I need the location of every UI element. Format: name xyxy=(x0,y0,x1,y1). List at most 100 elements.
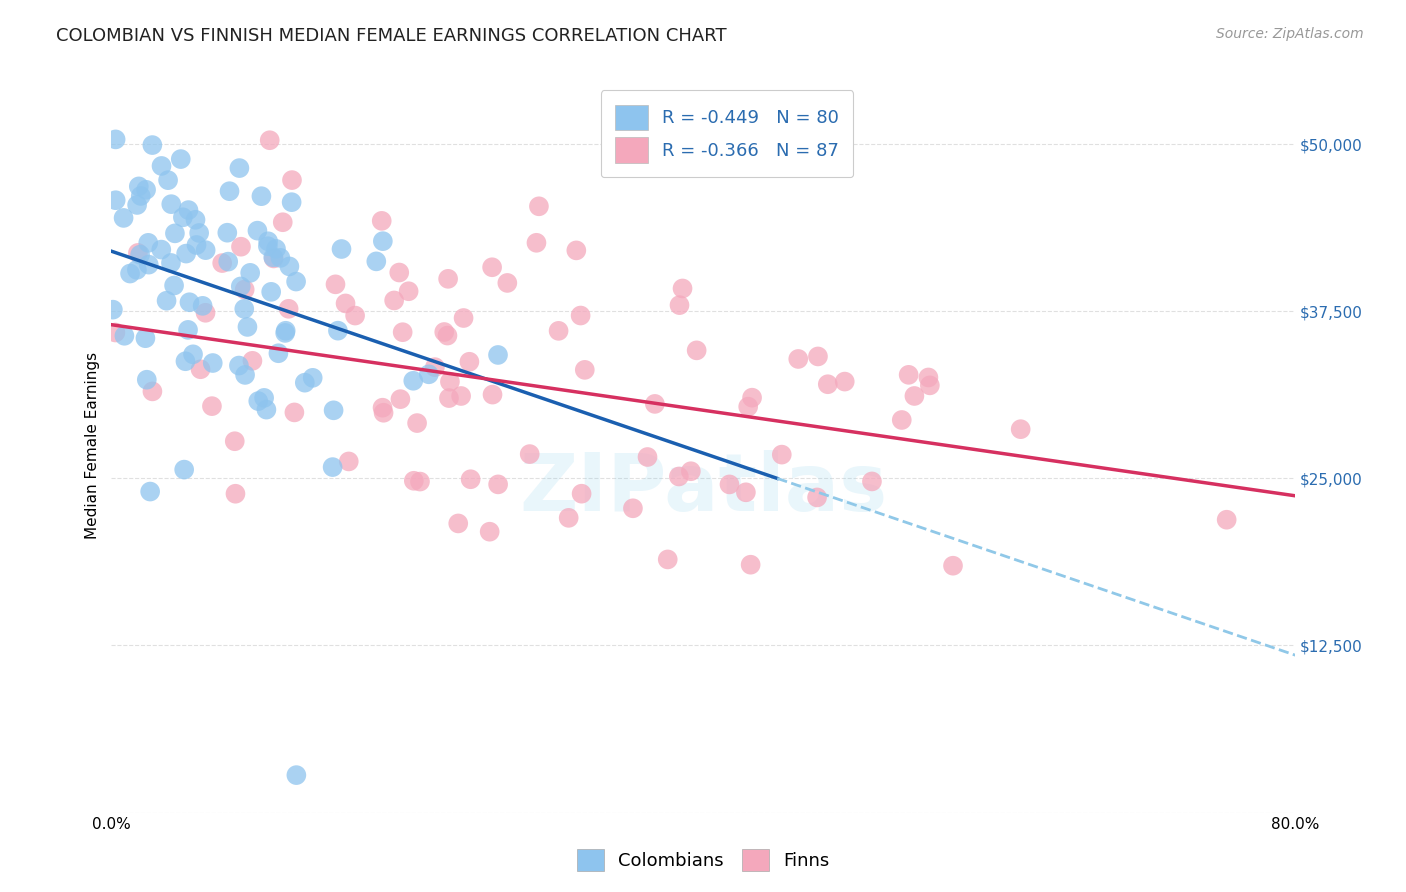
Point xyxy=(224,434,246,449)
Point xyxy=(388,266,411,280)
Point xyxy=(458,355,481,369)
Point xyxy=(565,244,588,258)
Point xyxy=(294,376,316,390)
Point xyxy=(201,356,224,370)
Point xyxy=(433,325,456,339)
Point xyxy=(741,391,763,405)
Point xyxy=(486,348,509,362)
Point xyxy=(254,402,277,417)
Point xyxy=(194,243,217,257)
Point xyxy=(127,198,149,212)
Point xyxy=(557,511,579,525)
Point xyxy=(285,275,308,289)
Point xyxy=(337,454,360,468)
Point xyxy=(326,324,349,338)
Point xyxy=(259,133,281,147)
Point xyxy=(685,343,707,358)
Point xyxy=(186,238,208,252)
Point xyxy=(322,460,344,475)
Point xyxy=(285,768,308,782)
Point xyxy=(418,368,440,382)
Point xyxy=(177,323,200,337)
Point xyxy=(436,328,458,343)
Point xyxy=(228,359,250,373)
Point xyxy=(181,347,204,361)
Point xyxy=(173,462,195,476)
Point xyxy=(1215,513,1237,527)
Point xyxy=(264,242,287,256)
Point xyxy=(486,477,509,491)
Point xyxy=(735,485,758,500)
Point xyxy=(942,558,965,573)
Point xyxy=(574,363,596,377)
Point xyxy=(253,391,276,405)
Point xyxy=(740,558,762,572)
Point xyxy=(807,350,830,364)
Point xyxy=(668,469,690,483)
Point xyxy=(637,450,659,464)
Point xyxy=(233,368,256,382)
Point xyxy=(118,267,141,281)
Point xyxy=(371,401,394,415)
Point xyxy=(129,248,152,262)
Point xyxy=(437,391,460,405)
Point xyxy=(155,293,177,308)
Point xyxy=(527,199,550,213)
Point xyxy=(569,309,592,323)
Point xyxy=(671,281,693,295)
Point xyxy=(269,251,291,265)
Point xyxy=(250,189,273,203)
Point xyxy=(112,211,135,225)
Point xyxy=(366,254,388,268)
Point xyxy=(621,501,644,516)
Point xyxy=(644,397,666,411)
Point xyxy=(246,224,269,238)
Point xyxy=(679,464,702,478)
Point xyxy=(382,293,405,308)
Point xyxy=(281,173,304,187)
Point xyxy=(267,346,290,360)
Point xyxy=(257,234,280,248)
Point xyxy=(481,387,503,401)
Point xyxy=(127,246,149,260)
Point xyxy=(262,250,284,264)
Point xyxy=(301,371,323,385)
Point xyxy=(157,173,180,187)
Point xyxy=(787,351,810,366)
Point xyxy=(184,212,207,227)
Point xyxy=(453,311,475,326)
Point xyxy=(229,240,252,254)
Point xyxy=(150,243,173,257)
Text: COLOMBIAN VS FINNISH MEDIAN FEMALE EARNINGS CORRELATION CHART: COLOMBIAN VS FINNISH MEDIAN FEMALE EARNI… xyxy=(56,27,727,45)
Point xyxy=(218,184,240,198)
Point xyxy=(263,252,285,266)
Legend: R = -0.449   N = 80, R = -0.366   N = 87: R = -0.449 N = 80, R = -0.366 N = 87 xyxy=(600,90,853,178)
Point xyxy=(190,362,212,376)
Point xyxy=(141,138,163,153)
Point xyxy=(104,193,127,207)
Point xyxy=(177,203,200,218)
Point xyxy=(211,256,233,270)
Y-axis label: Median Female Earnings: Median Female Earnings xyxy=(86,351,100,539)
Point xyxy=(526,235,548,250)
Point xyxy=(135,183,157,197)
Point xyxy=(101,302,124,317)
Point xyxy=(150,159,173,173)
Text: Source: ZipAtlas.com: Source: ZipAtlas.com xyxy=(1216,27,1364,41)
Point xyxy=(233,283,256,297)
Point xyxy=(257,239,280,253)
Point xyxy=(718,477,741,491)
Point xyxy=(371,234,394,248)
Point xyxy=(344,309,367,323)
Point xyxy=(104,132,127,146)
Point xyxy=(481,260,503,275)
Point xyxy=(271,215,294,229)
Point xyxy=(1010,422,1032,436)
Point xyxy=(160,197,183,211)
Point xyxy=(423,360,446,375)
Point xyxy=(496,276,519,290)
Point xyxy=(229,279,252,293)
Point xyxy=(398,285,420,299)
Point xyxy=(217,254,239,268)
Point xyxy=(737,400,759,414)
